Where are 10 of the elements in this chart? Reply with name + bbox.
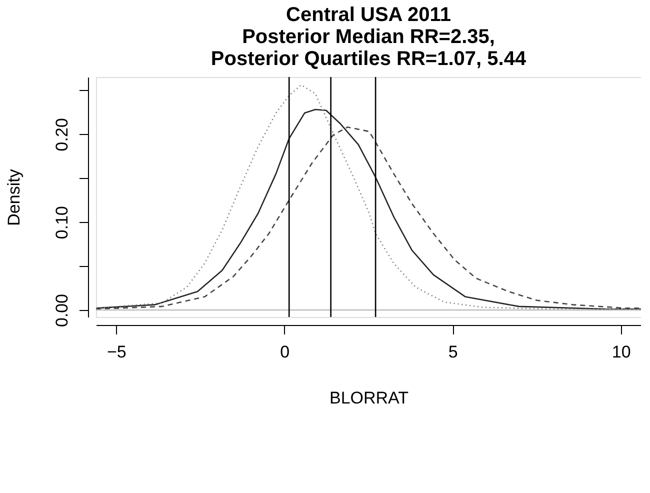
y-tick-label: 0.00 <box>52 294 72 328</box>
x-tick-label: 5 <box>448 342 458 362</box>
x-tick-label: −5 <box>106 342 126 362</box>
y-tick-label: 0.20 <box>52 118 72 152</box>
x-tick-label: 10 <box>612 342 631 362</box>
chart-title: Central USA 2011 Posterior Median RR=2.35, Posterior Quartiles RR=1.07, 5.44 <box>210 4 527 70</box>
x-tick-label: 0 <box>280 342 290 362</box>
y-axis-title: Density <box>4 168 24 226</box>
y-tick-label: 0.10 <box>52 206 72 240</box>
x-axis-title: BLORRAT <box>329 388 409 408</box>
